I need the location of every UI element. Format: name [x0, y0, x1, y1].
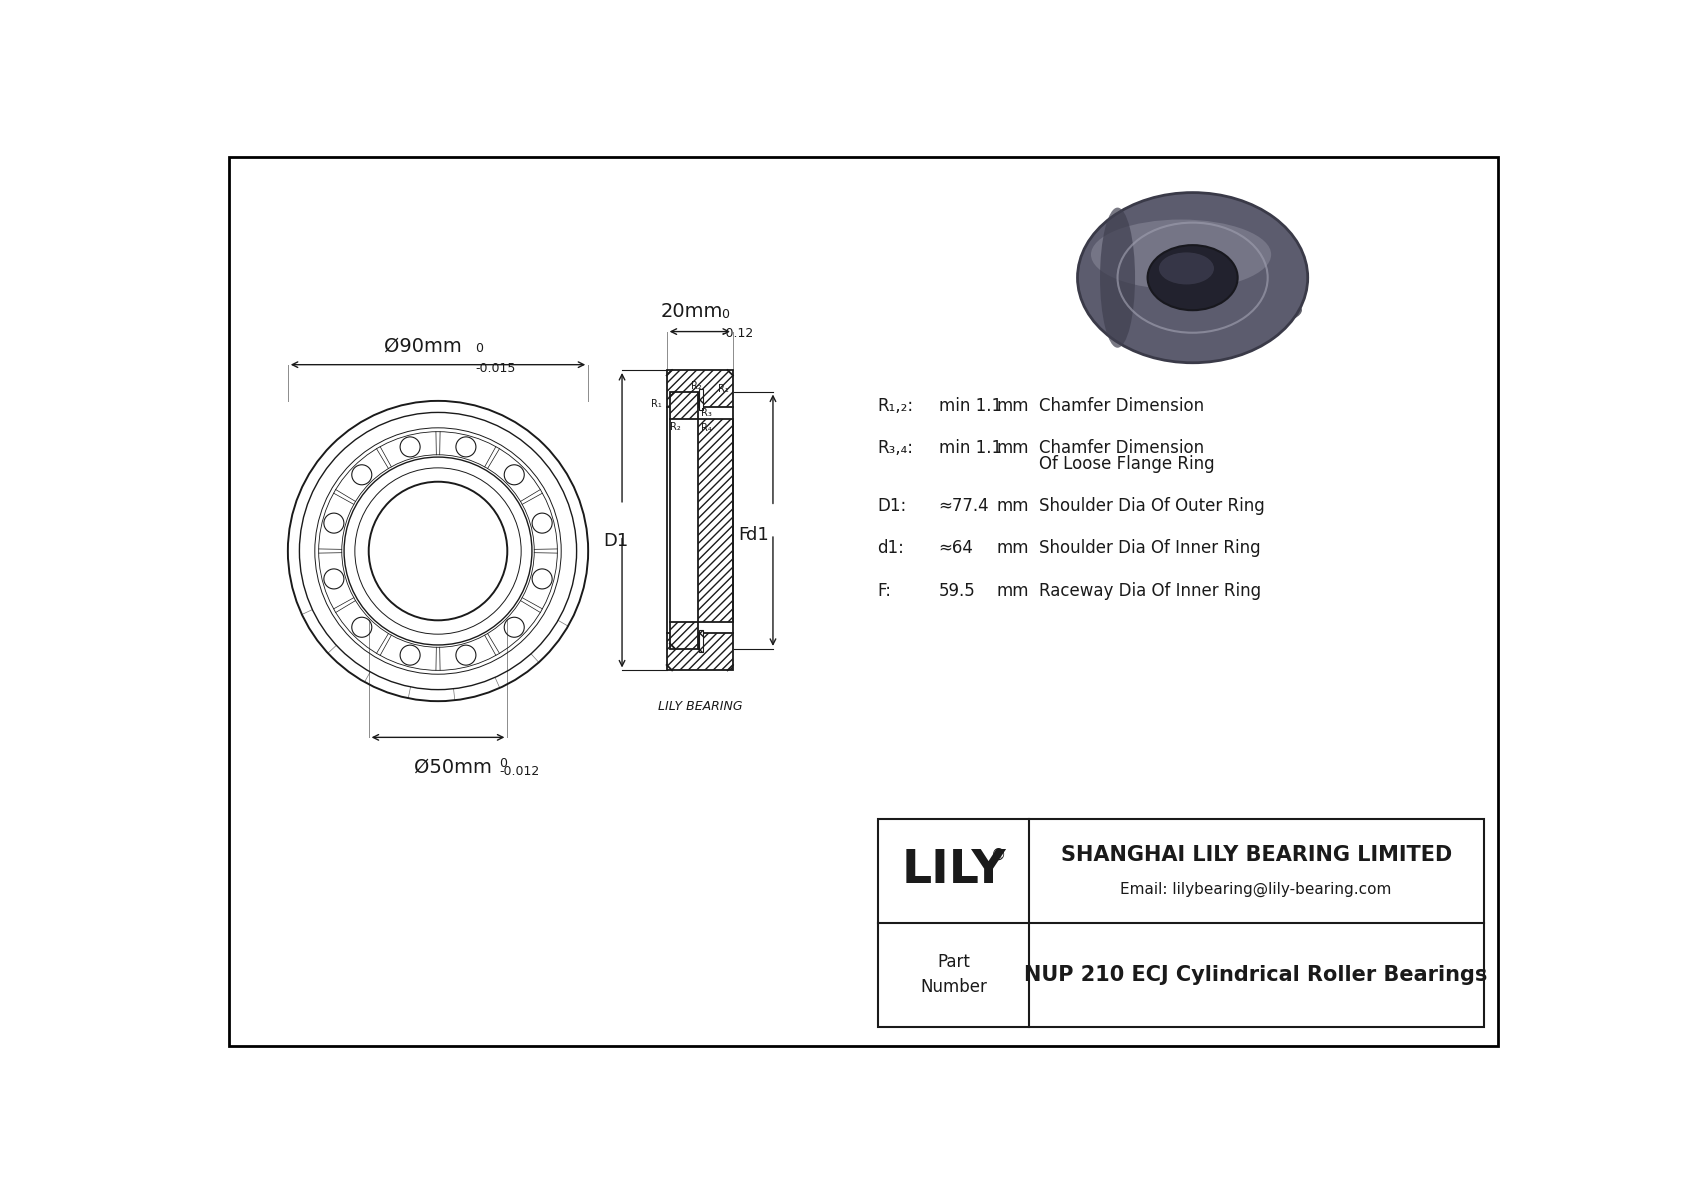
Text: mm: mm	[997, 582, 1029, 600]
Text: mm: mm	[997, 397, 1029, 414]
Text: Chamfer Dimension: Chamfer Dimension	[1039, 397, 1204, 414]
Text: LILY: LILY	[901, 848, 1005, 893]
Text: -0.015: -0.015	[475, 362, 515, 375]
Text: R₃,₄:: R₃,₄:	[877, 439, 913, 457]
Text: R₁: R₁	[650, 399, 662, 410]
Text: R₂: R₂	[690, 381, 701, 391]
Ellipse shape	[352, 464, 372, 485]
Ellipse shape	[1147, 245, 1238, 310]
Text: 59.5: 59.5	[938, 582, 975, 600]
Text: mm: mm	[997, 540, 1029, 557]
Text: -0.012: -0.012	[500, 765, 541, 778]
Text: R₁: R₁	[719, 384, 729, 394]
Bar	[879, 819, 1484, 1027]
Ellipse shape	[1101, 287, 1302, 332]
Ellipse shape	[323, 569, 344, 588]
Text: ≈77.4: ≈77.4	[938, 497, 989, 516]
Bar	[670, 392, 699, 418]
Text: R₄: R₄	[701, 423, 712, 434]
Bar	[670, 622, 699, 649]
Text: 0: 0	[500, 757, 507, 771]
Bar	[699, 630, 702, 651]
Ellipse shape	[352, 617, 372, 637]
Text: 0: 0	[721, 307, 729, 320]
Text: Part
Number: Part Number	[919, 954, 987, 997]
Text: F:: F:	[877, 582, 891, 600]
Text: Shoulder Dia Of Outer Ring: Shoulder Dia Of Outer Ring	[1039, 497, 1265, 516]
Ellipse shape	[504, 617, 524, 637]
Ellipse shape	[456, 646, 477, 665]
Text: 0: 0	[475, 343, 483, 355]
Text: mm: mm	[997, 439, 1029, 457]
Text: ≈64: ≈64	[938, 540, 973, 557]
Text: d1:: d1:	[877, 540, 904, 557]
Text: -0.12: -0.12	[721, 328, 754, 339]
Text: Chamfer Dimension: Chamfer Dimension	[1039, 439, 1204, 457]
Text: Raceway Dia Of Inner Ring: Raceway Dia Of Inner Ring	[1039, 582, 1261, 600]
Text: R₁,₂:: R₁,₂:	[877, 397, 913, 414]
Bar	[699, 418, 733, 622]
Ellipse shape	[532, 569, 552, 588]
Ellipse shape	[1159, 252, 1214, 285]
Text: F: F	[739, 526, 749, 544]
Text: Email: lilybearing@lily-bearing.com: Email: lilybearing@lily-bearing.com	[1120, 883, 1391, 897]
Text: min 1.1: min 1.1	[938, 397, 1002, 414]
Text: mm: mm	[997, 497, 1029, 516]
Ellipse shape	[1100, 207, 1135, 348]
Ellipse shape	[401, 437, 419, 457]
Text: NUP 210 ECJ Cylindrical Roller Bearings: NUP 210 ECJ Cylindrical Roller Bearings	[1024, 965, 1489, 985]
Ellipse shape	[323, 513, 344, 534]
Text: ®: ®	[990, 848, 1005, 863]
Text: Ø90mm: Ø90mm	[384, 336, 461, 355]
Bar	[667, 370, 733, 407]
Bar	[667, 634, 733, 671]
Text: SHANGHAI LILY BEARING LIMITED: SHANGHAI LILY BEARING LIMITED	[1061, 846, 1452, 866]
Text: LILY BEARING: LILY BEARING	[657, 699, 743, 712]
Text: Ø50mm: Ø50mm	[414, 757, 492, 777]
Text: R₂: R₂	[670, 422, 680, 431]
Text: D1:: D1:	[877, 497, 906, 516]
Text: Shoulder Dia Of Inner Ring: Shoulder Dia Of Inner Ring	[1039, 540, 1260, 557]
Text: D1: D1	[603, 531, 628, 550]
Text: 20mm: 20mm	[660, 301, 724, 320]
Bar	[699, 388, 702, 410]
Ellipse shape	[456, 437, 477, 457]
Text: R₃: R₃	[701, 407, 712, 418]
Ellipse shape	[1091, 219, 1271, 289]
Text: d1: d1	[746, 526, 770, 544]
Ellipse shape	[1078, 193, 1308, 363]
Text: min 1.1: min 1.1	[938, 439, 1002, 457]
Ellipse shape	[532, 513, 552, 534]
Text: Of Loose Flange Ring: Of Loose Flange Ring	[1039, 455, 1214, 473]
Ellipse shape	[504, 464, 524, 485]
Ellipse shape	[401, 646, 419, 665]
